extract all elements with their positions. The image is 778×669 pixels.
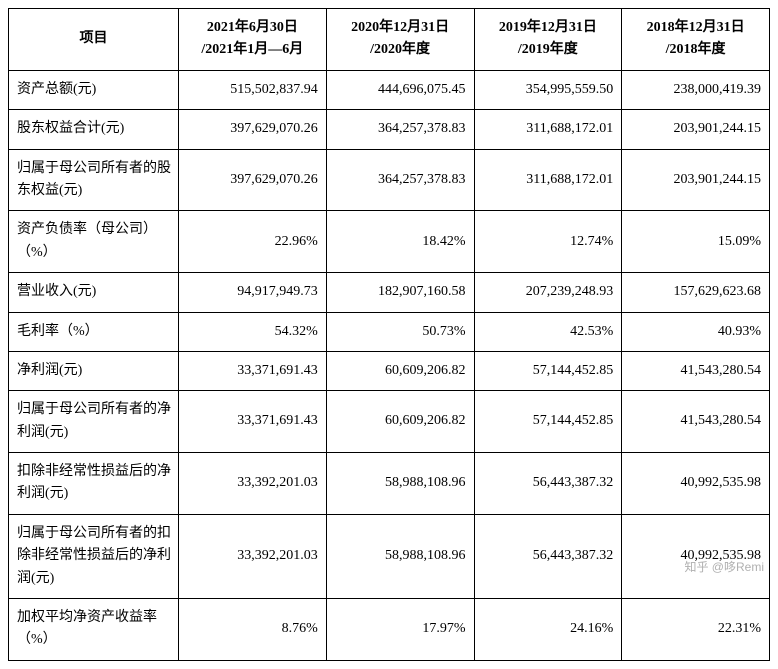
cell-value: 22.31% xyxy=(622,599,770,661)
row-label: 归属于母公司所有者的扣除非经常性损益后的净利润(元) xyxy=(9,514,179,598)
cell-value: 54.32% xyxy=(179,312,327,351)
cell-value: 397,629,070.26 xyxy=(179,149,327,211)
cell-value: 8.76% xyxy=(179,599,327,661)
cell-value: 203,901,244.15 xyxy=(622,149,770,211)
row-label: 营业收入(元) xyxy=(9,273,179,312)
cell-value: 444,696,075.45 xyxy=(326,70,474,109)
cell-value: 364,257,378.83 xyxy=(326,149,474,211)
cell-value: 57,144,452.85 xyxy=(474,391,622,453)
watermark: 知乎 @哆Remi xyxy=(684,558,764,575)
cell-value: 40.93% xyxy=(622,312,770,351)
table-header: 项目 2021年6月30日/2021年1月—6月 2020年12月31日/202… xyxy=(9,9,770,71)
cell-value: 33,371,691.43 xyxy=(179,351,327,390)
cell-value: 311,688,172.01 xyxy=(474,110,622,149)
cell-value: 41,543,280.54 xyxy=(622,391,770,453)
cell-value: 397,629,070.26 xyxy=(179,110,327,149)
cell-value: 311,688,172.01 xyxy=(474,149,622,211)
cell-value: 12.74% xyxy=(474,211,622,273)
cell-value: 56,443,387.32 xyxy=(474,453,622,515)
cell-value: 58,988,108.96 xyxy=(326,514,474,598)
cell-value: 157,629,623.68 xyxy=(622,273,770,312)
cell-value: 60,609,206.82 xyxy=(326,391,474,453)
financial-table: 项目 2021年6月30日/2021年1月—6月 2020年12月31日/202… xyxy=(8,8,770,661)
cell-value: 15.09% xyxy=(622,211,770,273)
cell-value: 22.96% xyxy=(179,211,327,273)
cell-value: 33,371,691.43 xyxy=(179,391,327,453)
table-row: 加权平均净资产收益率（%）8.76%17.97%24.16%22.31% xyxy=(9,599,770,661)
cell-value: 57,144,452.85 xyxy=(474,351,622,390)
row-label: 净利润(元) xyxy=(9,351,179,390)
table-row: 营业收入(元)94,917,949.73182,907,160.58207,23… xyxy=(9,273,770,312)
cell-value: 354,995,559.50 xyxy=(474,70,622,109)
row-label: 归属于母公司所有者的股东权益(元) xyxy=(9,149,179,211)
cell-value: 41,543,280.54 xyxy=(622,351,770,390)
cell-value: 42.53% xyxy=(474,312,622,351)
cell-value: 56,443,387.32 xyxy=(474,514,622,598)
col-header-2021h1: 2021年6月30日/2021年1月—6月 xyxy=(179,9,327,71)
cell-value: 203,901,244.15 xyxy=(622,110,770,149)
col-header-item: 项目 xyxy=(9,9,179,71)
cell-value: 40,992,535.98 xyxy=(622,453,770,515)
row-label: 归属于母公司所有者的净利润(元) xyxy=(9,391,179,453)
row-label: 毛利率（%） xyxy=(9,312,179,351)
col-header-2019: 2019年12月31日/2019年度 xyxy=(474,9,622,71)
table-row: 资产总额(元)515,502,837.94444,696,075.45354,9… xyxy=(9,70,770,109)
col-header-2020: 2020年12月31日/2020年度 xyxy=(326,9,474,71)
cell-value: 24.16% xyxy=(474,599,622,661)
table-row: 毛利率（%）54.32%50.73%42.53%40.93% xyxy=(9,312,770,351)
row-label: 资产负债率（母公司）（%） xyxy=(9,211,179,273)
table-row: 净利润(元)33,371,691.4360,609,206.8257,144,4… xyxy=(9,351,770,390)
cell-value: 238,000,419.39 xyxy=(622,70,770,109)
table-row: 股东权益合计(元)397,629,070.26364,257,378.83311… xyxy=(9,110,770,149)
row-label: 扣除非经常性损益后的净利润(元) xyxy=(9,453,179,515)
cell-value: 18.42% xyxy=(326,211,474,273)
row-label: 加权平均净资产收益率（%） xyxy=(9,599,179,661)
cell-value: 94,917,949.73 xyxy=(179,273,327,312)
row-label: 股东权益合计(元) xyxy=(9,110,179,149)
cell-value: 50.73% xyxy=(326,312,474,351)
table-body: 资产总额(元)515,502,837.94444,696,075.45354,9… xyxy=(9,70,770,660)
cell-value: 40,992,535.98 xyxy=(622,514,770,598)
cell-value: 33,392,201.03 xyxy=(179,514,327,598)
row-label: 资产总额(元) xyxy=(9,70,179,109)
table-row: 归属于母公司所有者的股东权益(元)397,629,070.26364,257,3… xyxy=(9,149,770,211)
table-row: 扣除非经常性损益后的净利润(元)33,392,201.0358,988,108.… xyxy=(9,453,770,515)
table-row: 资产负债率（母公司）（%）22.96%18.42%12.74%15.09% xyxy=(9,211,770,273)
cell-value: 58,988,108.96 xyxy=(326,453,474,515)
cell-value: 364,257,378.83 xyxy=(326,110,474,149)
cell-value: 182,907,160.58 xyxy=(326,273,474,312)
table-row: 归属于母公司所有者的净利润(元)33,371,691.4360,609,206.… xyxy=(9,391,770,453)
cell-value: 207,239,248.93 xyxy=(474,273,622,312)
cell-value: 33,392,201.03 xyxy=(179,453,327,515)
col-header-2018: 2018年12月31日/2018年度 xyxy=(622,9,770,71)
cell-value: 60,609,206.82 xyxy=(326,351,474,390)
table-row: 归属于母公司所有者的扣除非经常性损益后的净利润(元)33,392,201.035… xyxy=(9,514,770,598)
cell-value: 17.97% xyxy=(326,599,474,661)
cell-value: 515,502,837.94 xyxy=(179,70,327,109)
